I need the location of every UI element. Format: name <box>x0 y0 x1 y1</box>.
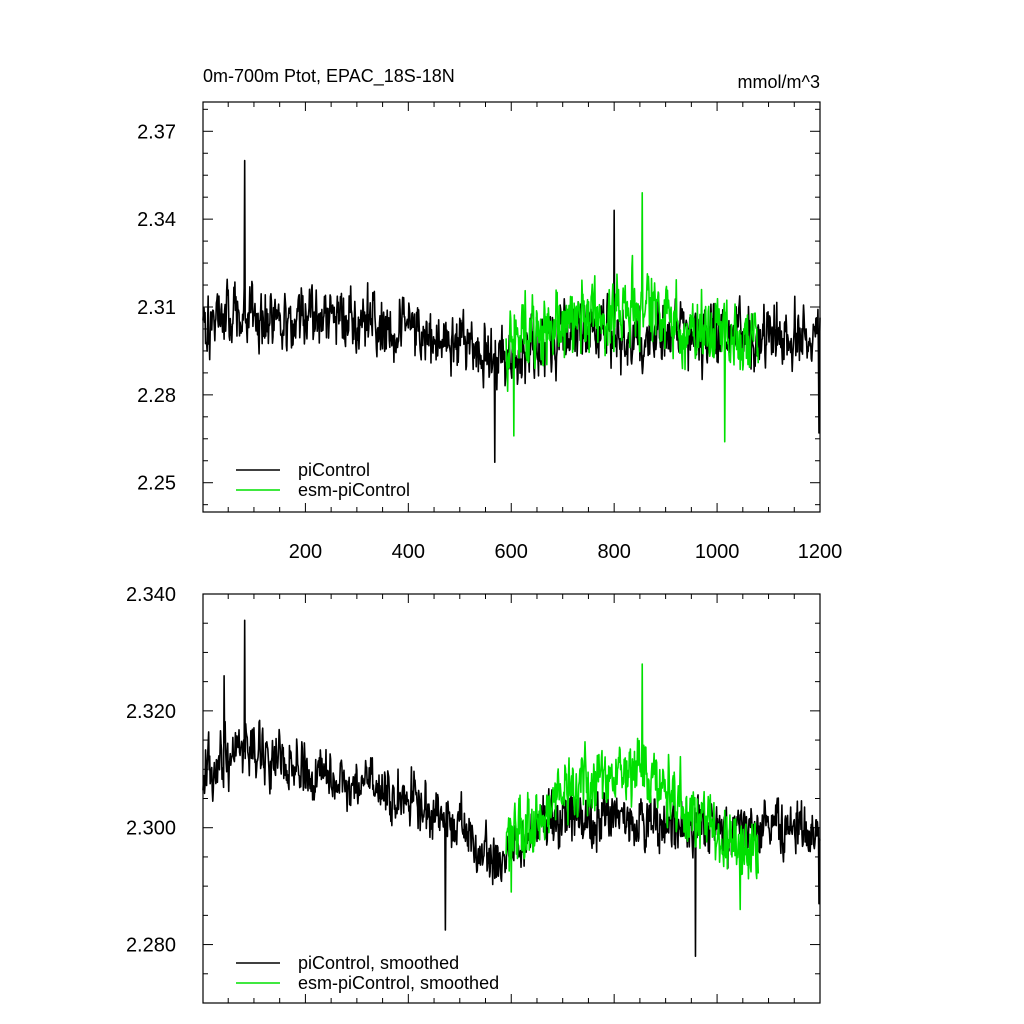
plot-frame <box>202 593 821 1004</box>
x-tick-label: 1000 <box>695 541 740 563</box>
legend-label: piControl, smoothed <box>298 953 459 973</box>
y-tick-label: 2.25 <box>137 473 176 495</box>
y-tick-label: 2.300 <box>126 818 176 840</box>
top-panel: 0m-700m Ptot, EPAC_18S-18N mmol/m^3 200 4… <box>137 66 842 563</box>
y-tick-label: 2.34 <box>137 209 176 231</box>
bottom-panel-axes: 2.280 2.300 2.320 2.340 <box>126 584 821 1004</box>
top-panel-title: 0m-700m Ptot, EPAC_18S-18N <box>203 66 455 87</box>
x-tick-label: 800 <box>597 541 630 563</box>
top-panel-axes: 200 400 600 800 1000 1200 2.25 2.28 2.31 2.34 2.37 <box>137 101 843 563</box>
x-tick-label: 600 <box>495 541 528 563</box>
series-line-esm-picontrol <box>505 191 760 443</box>
y-tick-label: 2.340 <box>126 584 176 606</box>
top-panel-units: mmol/m^3 <box>738 72 820 92</box>
bottom-panel-lines <box>202 619 821 958</box>
x-tick-label: 400 <box>392 541 425 563</box>
series-line-picontrol <box>202 159 821 464</box>
y-tick-label: 2.280 <box>126 935 176 957</box>
y-tick-label: 2.320 <box>126 701 176 723</box>
legend-label: esm-piControl, smoothed <box>298 973 499 993</box>
series-line-esm-picontrol-smoothed <box>505 663 760 911</box>
y-tick-label: 2.31 <box>137 297 176 319</box>
y-tick-label: 2.37 <box>137 121 176 143</box>
legend-label: piControl <box>298 460 370 480</box>
top-panel-lines <box>202 159 821 464</box>
x-tick-label: 1200 <box>798 541 843 563</box>
series-line-picontrol-smoothed <box>202 619 821 958</box>
bottom-panel: 2.280 2.300 2.320 2.340 piControl, smoothed… <box>126 584 821 1004</box>
x-tick-label: 200 <box>289 541 322 563</box>
legend-label: esm-piControl <box>298 480 410 500</box>
y-tick-label: 2.28 <box>137 385 176 407</box>
